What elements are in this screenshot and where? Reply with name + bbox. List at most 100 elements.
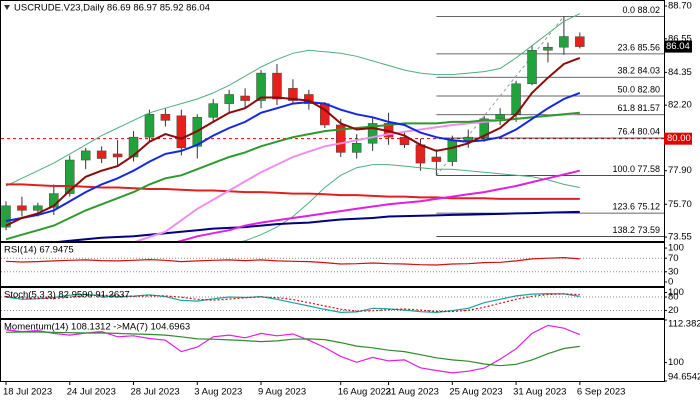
last-price-label: 86.04 <box>666 41 690 52</box>
candle-body <box>160 114 171 121</box>
panel-plot <box>5 324 581 374</box>
fib-label: 50.0 82.80 <box>617 84 660 94</box>
x-tick-label: 28 Jul 2023 <box>131 387 180 398</box>
candle-body <box>112 153 123 158</box>
last-price-box <box>664 40 692 53</box>
candle-body <box>17 205 27 211</box>
panel-title: Momentum(14) 108.1312 ->MA(7) 104.6963 <box>4 322 190 333</box>
x-tick-label: 16 Aug 2023 <box>338 387 391 398</box>
candle-body <box>543 46 553 51</box>
candle-body <box>65 159 75 194</box>
x-tick-label: 3 Aug 2023 <box>194 387 242 398</box>
candle-body <box>272 72 282 100</box>
candle-body <box>96 150 107 159</box>
x-tick-label: 18 Jul 2023 <box>3 387 52 398</box>
x-tick-label: 24 Jul 2023 <box>67 387 116 398</box>
candle-body <box>256 72 266 101</box>
x-tick-label: 6 Sep 2023 <box>577 387 626 398</box>
fib-label: 23.6 85.56 <box>617 42 660 52</box>
y-tick-label: 70 <box>668 253 679 264</box>
fib-label: 123.6 75.12 <box>612 201 660 211</box>
candle-body <box>176 115 187 149</box>
candle-body <box>224 94 234 104</box>
y-tick-label: 82.20 <box>668 100 692 111</box>
y-tick-label: 112.3822 <box>668 319 700 330</box>
candle-body <box>208 103 218 118</box>
candle-body <box>351 143 362 153</box>
panel-frame <box>0 319 665 382</box>
indicator-line <box>5 13 581 187</box>
x-tick-label: 25 Aug 2023 <box>449 387 502 398</box>
panel-plot <box>1 256 664 273</box>
candle-body <box>495 114 505 120</box>
y-tick-label: 100 <box>668 287 684 298</box>
indicator-line <box>5 256 580 266</box>
panel-title: USCRUDE.V23,Daily 86.69 86.97 85.92 86.0… <box>14 3 210 14</box>
candle-body <box>304 94 314 104</box>
y-tick-label: 0 <box>668 276 673 287</box>
fib-label: 61.8 81.57 <box>617 103 660 113</box>
candle-body <box>479 118 489 138</box>
fib-label: 138.2 73.59 <box>612 225 660 235</box>
y-tick-label: 80 <box>668 292 679 303</box>
y-tick-label: 94.6542 <box>668 372 700 383</box>
candle-body <box>80 150 91 161</box>
fib-trend <box>435 16 565 176</box>
fib-label: 100.0 77.58 <box>612 164 660 174</box>
fib-label: 0.0 88.02 <box>622 5 660 15</box>
panel-plot <box>1 292 664 314</box>
x-tick-label: 21 Aug 2023 <box>386 387 439 398</box>
x-tick-label: 9 Aug 2023 <box>258 387 306 398</box>
candle-body <box>527 50 537 85</box>
candle-body <box>575 36 585 47</box>
panel-frame <box>0 0 665 242</box>
indicator-line <box>241 164 580 241</box>
candle-body <box>128 136 139 158</box>
candle-body <box>399 136 410 146</box>
candle-body <box>415 144 426 164</box>
y-tick-label: 100 <box>668 357 684 368</box>
indicator-line <box>5 324 581 374</box>
candle-body <box>367 123 378 144</box>
candle-body <box>33 205 43 211</box>
indicator-line <box>177 169 581 241</box>
title-icon <box>4 5 10 10</box>
candle-body <box>431 156 442 162</box>
panel-title: RSI(14) 67.9475 <box>4 245 74 256</box>
candle-body <box>288 88 298 101</box>
indicator-line <box>5 56 581 227</box>
x-tick-label: 31 Aug 2023 <box>513 387 566 398</box>
y-tick-label: 86.55 <box>668 33 692 44</box>
indicator-line <box>5 111 580 241</box>
indicator-line <box>57 210 580 241</box>
fib-label: 76.4 80.04 <box>617 126 660 136</box>
y-tick-label: 84.35 <box>668 67 692 78</box>
panel-frame <box>0 242 665 287</box>
candle-body <box>1 205 11 228</box>
candle-body <box>559 36 569 48</box>
panel-plot <box>1 13 664 241</box>
panel-title: Stoch(5,3,3) 82.9590 91.3637 <box>4 290 130 301</box>
level-label-box <box>664 132 692 145</box>
indicator-line <box>5 292 580 314</box>
fib-label: 38.2 84.03 <box>617 66 660 76</box>
indicator-line <box>5 91 581 222</box>
candle-body <box>335 124 346 153</box>
candle-body <box>447 139 458 162</box>
candle-body <box>240 95 250 101</box>
indicator-line <box>134 112 580 241</box>
y-tick-label: 88.70 <box>668 1 692 12</box>
candle-body <box>144 114 155 138</box>
indicator-line <box>5 293 580 313</box>
y-tick-label: 73.55 <box>668 232 692 243</box>
level-label: 80.00 <box>667 133 691 144</box>
candle-body <box>463 136 474 141</box>
panel-frame <box>0 287 665 319</box>
y-tick-label: 30 <box>668 266 679 277</box>
indicator-line <box>6 183 580 200</box>
indicator-line <box>5 331 580 367</box>
y-tick-label: 100 <box>668 243 684 254</box>
y-tick-label: 20 <box>668 305 679 316</box>
